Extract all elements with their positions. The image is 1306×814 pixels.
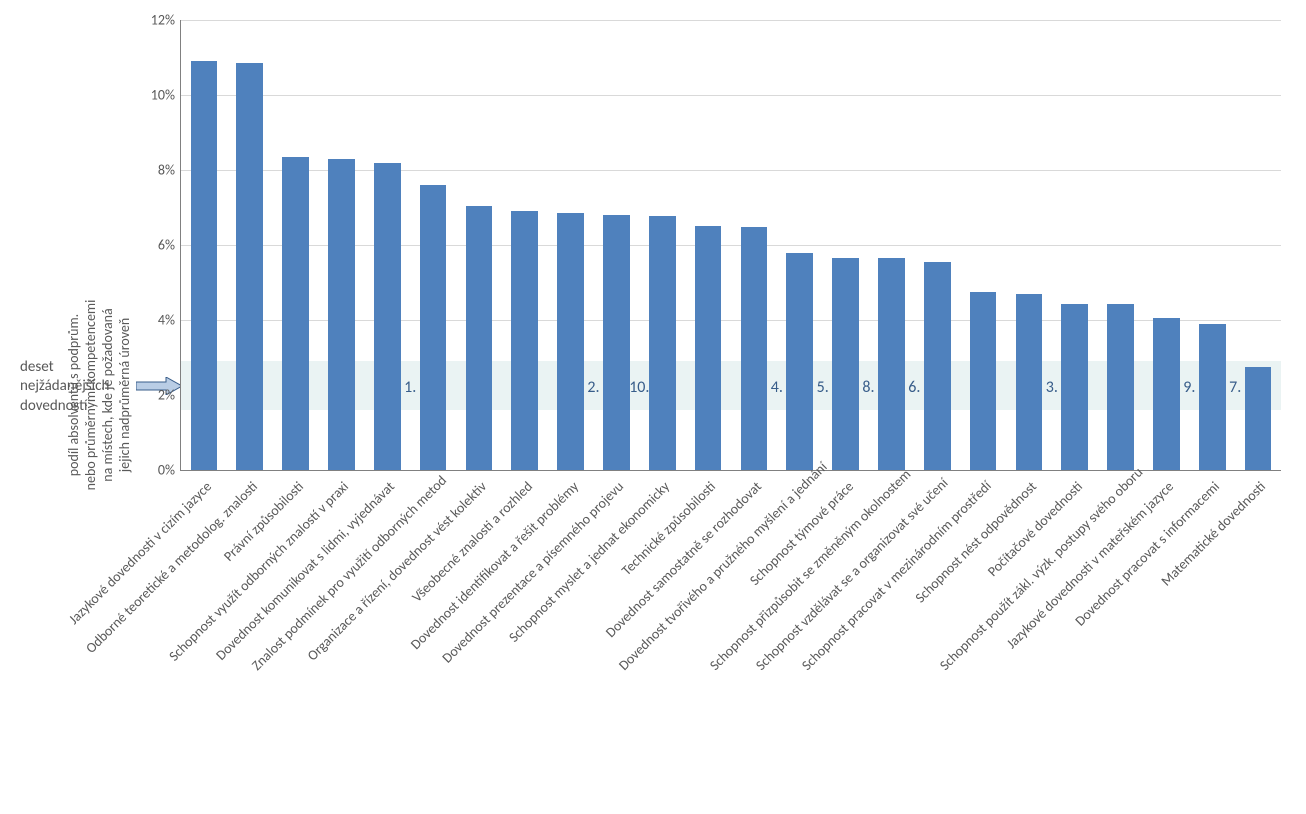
side-label-line: deset xyxy=(20,358,109,378)
bar xyxy=(328,159,355,470)
grid-line xyxy=(181,95,1281,96)
plot-area: 0%2%4%6%8%10%12%1.2.10.4.5.8.6.3.9.7. xyxy=(180,20,1281,471)
rank-label: 8. xyxy=(862,378,874,397)
bar xyxy=(282,157,309,470)
bar xyxy=(557,213,584,470)
bar xyxy=(1245,367,1272,470)
bar xyxy=(970,292,997,470)
top-ten-skills-label: desetnejžádanějšíchdovedností xyxy=(20,358,109,417)
bar xyxy=(832,258,859,470)
rank-label: 5. xyxy=(817,378,829,397)
y-tick-label: 12% xyxy=(151,12,181,29)
bar xyxy=(511,211,538,470)
y-tick-label: 0% xyxy=(158,462,181,479)
rank-label: 4. xyxy=(771,378,783,397)
bar xyxy=(191,61,218,470)
bar xyxy=(1199,324,1226,470)
side-label-line: dovedností xyxy=(20,397,109,417)
y-tick-label: 2% xyxy=(158,387,181,404)
bar xyxy=(236,63,263,470)
bar xyxy=(1061,304,1088,470)
y-tick-label: 10% xyxy=(151,87,181,104)
rank-label: 3. xyxy=(1046,378,1058,397)
rank-label: 2. xyxy=(587,378,599,397)
bar xyxy=(1016,294,1043,470)
side-label-line: nejžádanějších xyxy=(20,377,109,397)
y-axis-title-line: jejich nadprůměrná úroveň xyxy=(116,270,133,520)
bar xyxy=(603,215,630,470)
bar xyxy=(1153,318,1180,470)
rank-label: 1. xyxy=(404,378,416,397)
y-tick-label: 6% xyxy=(158,237,181,254)
rank-label: 10. xyxy=(629,378,649,397)
bar xyxy=(374,163,401,471)
y-tick-label: 4% xyxy=(158,312,181,329)
skills-deficit-bar-chart: podíl absolventů s podprům.nebo průměrný… xyxy=(0,0,1306,814)
bar xyxy=(878,258,905,470)
rank-label: 7. xyxy=(1229,378,1241,397)
grid-line xyxy=(181,20,1281,21)
bar xyxy=(420,185,447,470)
rank-label: 9. xyxy=(1183,378,1195,397)
bar xyxy=(649,216,676,470)
bar xyxy=(1107,304,1134,470)
bar xyxy=(741,227,768,470)
y-tick-label: 8% xyxy=(158,162,181,179)
bar xyxy=(466,206,493,470)
bar xyxy=(695,226,722,470)
bar xyxy=(924,262,951,470)
rank-label: 6. xyxy=(908,378,920,397)
bar xyxy=(786,253,813,471)
